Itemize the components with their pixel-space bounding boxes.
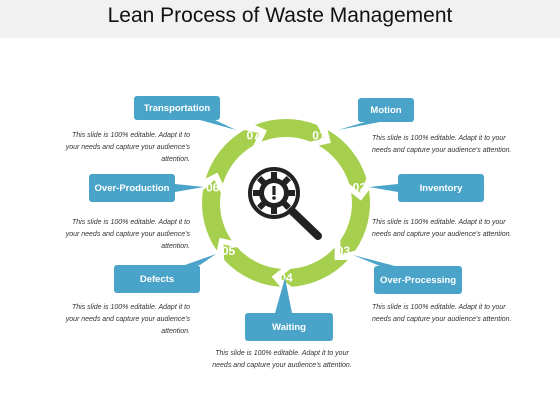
transportation-description: This slide is 100% editable. Adapt it to… — [65, 132, 190, 163]
waiting-label: Waiting — [245, 313, 333, 341]
step-number-03: 03 — [337, 244, 351, 258]
inventory-description: This slide is 100% editable. Adapt it to… — [372, 219, 512, 238]
ring-segment — [201, 180, 232, 251]
ring-segment — [318, 130, 367, 193]
step-number-05: 05 — [222, 244, 236, 258]
step-number-06: 06 — [206, 180, 220, 194]
title-bar — [0, 0, 560, 38]
ring-segment — [205, 130, 260, 184]
over-processing-label: Over-Processing — [374, 266, 462, 294]
inventory-callout-pointer — [369, 184, 398, 192]
defects-callout-pointer — [185, 254, 216, 265]
ring-segment — [340, 190, 370, 255]
defects-label: Defects — [114, 265, 200, 293]
motion-description: This slide is 100% editable. Adapt it to… — [372, 135, 512, 154]
over-production-description: This slide is 100% editable. Adapt it to… — [65, 219, 190, 250]
over-processing-description: This slide is 100% editable. Adapt it to… — [372, 304, 512, 323]
ring-segment — [223, 244, 282, 287]
step-number-04: 04 — [279, 271, 293, 285]
step-number-02: 02 — [353, 180, 367, 194]
over-production-callout-pointer — [175, 184, 204, 192]
transportation-label: Transportation — [134, 96, 220, 120]
motion-callout-pointer — [338, 122, 380, 130]
magnifier-gear-exclamation-icon — [248, 167, 322, 240]
ring-segment — [279, 247, 348, 287]
motion-label: Motion — [358, 98, 414, 122]
page-title: Lean Process of Waste Management — [107, 4, 453, 27]
transportation-callout-pointer — [200, 120, 236, 130]
step-number-01: 01 — [312, 129, 326, 143]
waiting-description: This slide is 100% editable. Adapt it to… — [212, 350, 352, 369]
defects-description: This slide is 100% editable. Adapt it to… — [65, 304, 190, 335]
over-processing-callout-pointer — [353, 255, 395, 266]
waiting-callout-pointer — [275, 278, 292, 313]
step-number-07: 07 — [246, 129, 260, 143]
inventory-label: Inventory — [398, 174, 484, 202]
ring-segment — [254, 118, 325, 142]
over-production-label: Over-Production — [89, 174, 175, 202]
